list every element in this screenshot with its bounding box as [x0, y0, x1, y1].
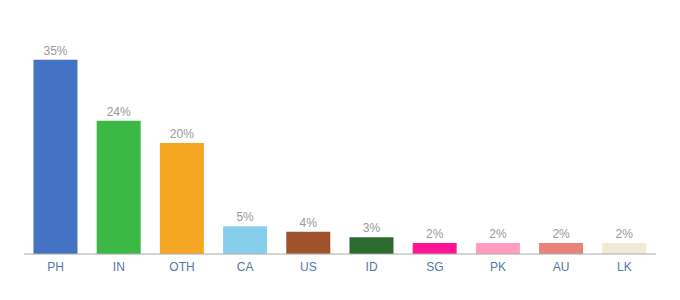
svg-text:20%: 20%	[170, 127, 194, 141]
svg-text:AU: AU	[553, 260, 570, 274]
svg-text:2%: 2%	[489, 227, 507, 241]
svg-text:ID: ID	[366, 260, 378, 274]
svg-text:35%: 35%	[43, 44, 67, 58]
svg-text:LK: LK	[617, 260, 632, 274]
svg-text:PK: PK	[490, 260, 506, 274]
svg-text:4%: 4%	[300, 216, 318, 230]
svg-text:CA: CA	[237, 260, 254, 274]
svg-text:US: US	[300, 260, 317, 274]
svg-text:OTH: OTH	[169, 260, 194, 274]
svg-text:PH: PH	[47, 260, 64, 274]
svg-text:24%: 24%	[107, 105, 131, 119]
svg-text:IN: IN	[113, 260, 125, 274]
svg-text:2%: 2%	[426, 227, 444, 241]
svg-text:5%: 5%	[236, 210, 254, 224]
svg-text:SG: SG	[426, 260, 443, 274]
svg-text:3%: 3%	[363, 221, 381, 235]
svg-text:2%: 2%	[616, 227, 634, 241]
svg-text:2%: 2%	[552, 227, 570, 241]
